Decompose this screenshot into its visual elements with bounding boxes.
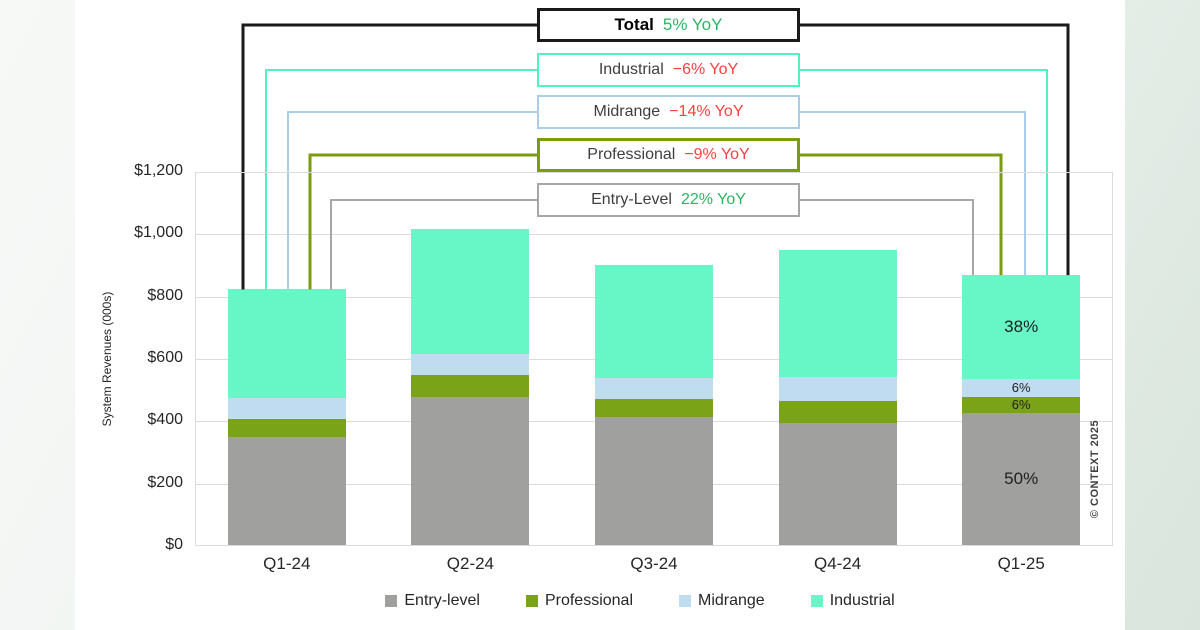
bar-segment-industrial bbox=[411, 228, 530, 354]
bar-segment-industrial bbox=[595, 265, 713, 378]
x-tick-label: Q4-24 bbox=[813, 554, 862, 573]
connector-line bbox=[265, 69, 537, 290]
legend-label: Professional bbox=[544, 592, 633, 609]
bar-percentage-label: 6% bbox=[1011, 397, 1031, 413]
bar-segment-professional bbox=[778, 401, 897, 424]
callout-name: Entry-Level bbox=[591, 191, 672, 208]
legend-label: Midrange bbox=[698, 592, 765, 609]
callout-name: Industrial bbox=[598, 61, 664, 78]
bar-percentage-label: 38% bbox=[1004, 316, 1039, 336]
bar-segment-entry-level bbox=[595, 416, 713, 546]
y-tick-label: $600 bbox=[147, 349, 183, 366]
bar-segment-professional bbox=[411, 375, 530, 398]
callout-yoy-value: −9% YoY bbox=[684, 146, 750, 163]
bar-segment-industrial bbox=[227, 289, 346, 398]
connector-line bbox=[800, 153, 1003, 276]
bar-segment-entry-level bbox=[778, 423, 897, 546]
legend-swatch bbox=[810, 595, 823, 607]
legend-swatch bbox=[679, 595, 691, 607]
bar-segment-midrange bbox=[227, 397, 346, 420]
bar-percentage-label: 50% bbox=[1004, 469, 1039, 489]
callout-name: Midrange bbox=[593, 103, 661, 120]
legend-item-midrange: Midrange bbox=[679, 592, 765, 610]
legend-swatch bbox=[525, 595, 538, 607]
legend-item-professional: Professional bbox=[525, 592, 633, 610]
callout-name: Total bbox=[614, 15, 654, 34]
bar-segment-midrange bbox=[778, 376, 897, 402]
bar-segment-entry-level bbox=[227, 436, 346, 546]
connector-line bbox=[800, 23, 1070, 276]
y-tick-label: $1,200 bbox=[134, 162, 183, 179]
x-tick-label: Q3-24 bbox=[630, 554, 678, 573]
connector-line bbox=[800, 111, 1026, 276]
x-tick-label: Q1-25 bbox=[997, 554, 1045, 573]
callout-yoy-value: 22% YoY bbox=[680, 191, 746, 208]
bar-segment-industrial: 38% bbox=[962, 275, 1081, 379]
callout-box-professional: Professional −9% YoY bbox=[537, 138, 800, 172]
bar-segment-midrange bbox=[411, 354, 530, 376]
callout-yoy-value: 5% YoY bbox=[662, 15, 723, 34]
callout-box-total: Total 5% YoY bbox=[537, 8, 800, 42]
callout-box-industrial: Industrial −6% YoY bbox=[537, 53, 800, 87]
connector-line bbox=[241, 23, 537, 290]
callout-yoy-value: −14% YoY bbox=[669, 103, 744, 120]
legend-item-industrial: Industrial bbox=[810, 592, 895, 610]
callout-yoy-value: −6% YoY bbox=[672, 61, 739, 78]
legend-item-entry-level: Entry-level bbox=[385, 592, 480, 610]
bar-percentage-label: 6% bbox=[1011, 380, 1031, 396]
legend: Entry-level Professional Midrange Industria… bbox=[195, 592, 1085, 610]
y-tick-label: $800 bbox=[147, 286, 183, 304]
legend-label: Industrial bbox=[829, 592, 895, 609]
callout-box-midrange: Midrange −14% YoY bbox=[537, 95, 800, 129]
callout-box-entry-level: Entry-Level 22% YoY bbox=[537, 183, 800, 217]
legend-label: Entry-level bbox=[404, 592, 480, 609]
y-tick-label: $400 bbox=[147, 411, 183, 429]
connector-line bbox=[308, 153, 537, 290]
connector-line bbox=[330, 199, 537, 290]
bar-segment-industrial bbox=[778, 250, 897, 377]
y-tick-label: $1,000 bbox=[134, 224, 183, 242]
bar-segment-midrange bbox=[595, 377, 713, 399]
callout-name: Professional bbox=[587, 146, 676, 163]
x-tick-label: Q2-24 bbox=[446, 554, 495, 573]
bar-segment-entry-level bbox=[411, 397, 530, 546]
plot-area bbox=[195, 172, 1113, 546]
bar-segment-professional bbox=[595, 398, 713, 417]
y-tick-label: $200 bbox=[147, 473, 183, 491]
bar-segment-entry-level: 50% bbox=[962, 412, 1081, 546]
connector-line bbox=[287, 111, 537, 290]
x-tick-label: Q1-24 bbox=[263, 554, 311, 573]
legend-swatch bbox=[385, 595, 398, 607]
y-tick-label: $0 bbox=[165, 536, 183, 553]
gridline bbox=[195, 234, 1113, 236]
bar-segment-professional: 6% bbox=[962, 396, 1081, 413]
connector-line bbox=[800, 69, 1048, 276]
connector-line bbox=[800, 199, 974, 276]
bar-segment-midrange: 6% bbox=[962, 378, 1081, 397]
bar-segment-professional bbox=[227, 419, 346, 437]
